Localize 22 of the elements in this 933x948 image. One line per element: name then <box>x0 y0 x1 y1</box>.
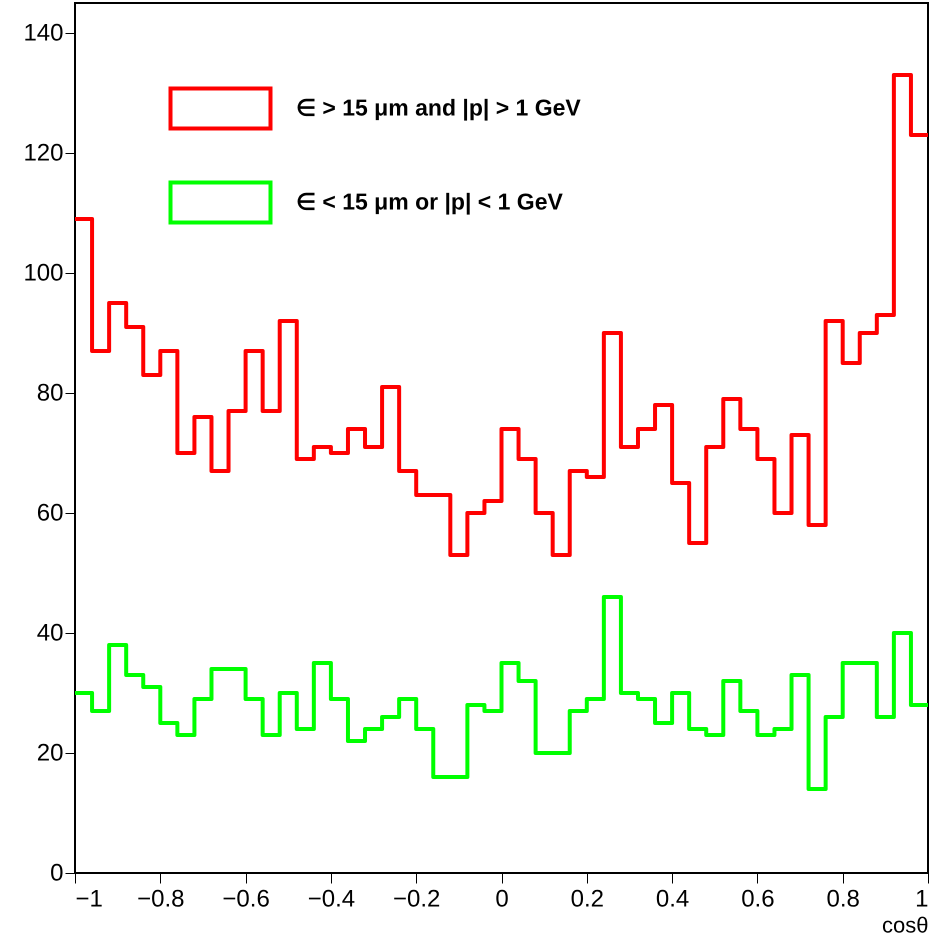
legend-label: ∈ < 15 μm or |p| < 1 GeV <box>296 188 564 216</box>
x-tick-label: −0.2 <box>393 886 440 912</box>
y-tick-label: 40 <box>36 620 64 646</box>
x-tick-label: 0.4 <box>656 886 690 912</box>
y-tick-label: 100 <box>23 260 64 286</box>
x-tick-label: 0.2 <box>570 886 604 912</box>
y-tick-label: 80 <box>36 380 64 406</box>
x-tick-label: −0.6 <box>222 886 270 912</box>
y-tick-label: 140 <box>23 20 64 46</box>
x-tick-label: −0.8 <box>137 886 184 912</box>
x-tick-label: −1 <box>76 886 103 912</box>
x-tick-label: 0 <box>495 886 509 912</box>
x-tick-label: 0.8 <box>826 886 860 912</box>
y-tick-label: 20 <box>36 740 64 766</box>
y-tick-label: 120 <box>23 140 64 166</box>
legend-label: ∈ > 15 μm and |p| > 1 GeV <box>296 94 582 122</box>
x-tick-label: 1 <box>915 886 928 912</box>
x-tick-label: 0.6 <box>741 886 775 912</box>
x-tick-label: −0.4 <box>308 886 356 912</box>
y-tick-label: 60 <box>36 500 64 526</box>
y-tick-label: 0 <box>50 860 64 886</box>
x-axis-title: cosθ <box>882 912 928 938</box>
